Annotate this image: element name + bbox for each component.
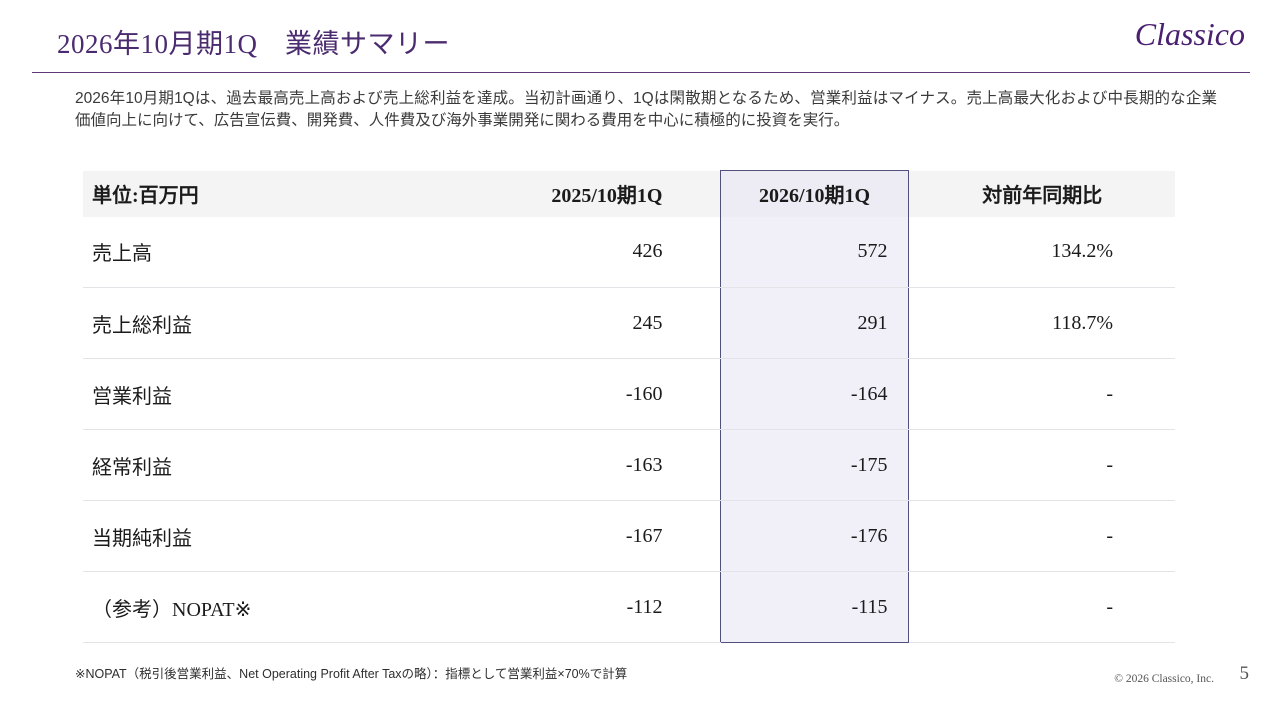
current-value: -164 [719,358,909,430]
prev-value: -160 [423,358,720,430]
header-current-period: 2026/10期1Q [719,170,909,217]
copyright: © 2026 Classico, Inc. [1114,673,1214,685]
page-number: 5 [1239,663,1250,684]
current-value: -176 [719,500,909,572]
table-row: 経常利益 -163 -175- [83,429,1175,501]
footnote-text: ※NOPAT（税引後営業利益、Net Operating Profit Afte… [75,667,628,681]
yoy-value: - [908,358,1175,430]
row-label: 営業利益 [83,358,423,430]
table-row: （参考）NOPAT※ -112 -115- [83,571,1175,643]
current-value: -115 [719,571,909,643]
current-value: 291 [719,287,909,359]
yoy-value: 134.2% [908,216,1175,288]
brand-logo: Classico [1134,16,1245,52]
row-label: 売上高 [83,216,423,288]
lead-text: 2026年10月期1Qは、過去最高売上高および売上総利益を達成。当初計画通り、1… [75,90,1217,129]
yoy-value: 118.7% [908,287,1175,359]
table-header-row: 単位:百万円 2025/10期1Q 2026/10期1Q 対前年同期比 [83,170,1175,217]
yoy-value: - [908,500,1175,572]
table-row: 売上高 426 572 134.2% [83,216,1175,288]
prev-value: 426 [423,216,720,288]
yoy-value: - [908,429,1175,501]
page-title: 2026年10月期1Q 業績サマリー [57,29,450,59]
table-row: 当期純利益 -167 -176- [83,500,1175,572]
row-label: 当期純利益 [83,500,423,572]
yoy-value: - [908,571,1175,643]
header-unit: 単位:百万円 [92,185,199,207]
financial-summary-table: 単位:百万円 2025/10期1Q 2026/10期1Q 対前年同期比 売上高 4… [83,170,1175,643]
current-value: -175 [719,429,909,501]
title-divider [32,72,1250,73]
row-label: （参考）NOPAT※ [83,571,423,643]
header-prev-period: 2025/10期1Q [551,185,663,207]
table-row: 営業利益 -160 -164- [83,358,1175,430]
table-row: 売上総利益 245 291 118.7% [83,287,1175,359]
prev-value: -163 [423,429,720,501]
prev-value: 245 [423,287,720,359]
row-label: 売上総利益 [83,287,423,359]
prev-value: -167 [423,500,720,572]
row-label: 経常利益 [83,429,423,501]
prev-value: -112 [423,571,720,643]
header-yoy: 対前年同期比 [982,185,1103,207]
current-value: 572 [719,216,909,288]
